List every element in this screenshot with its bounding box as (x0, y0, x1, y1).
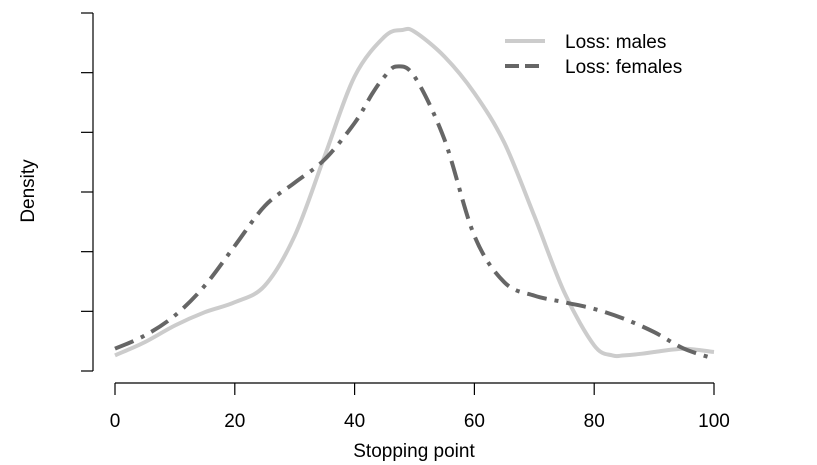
x-tick-label: 20 (224, 411, 245, 432)
series-line-males (114, 26, 715, 359)
legend-label: Loss: females (565, 57, 682, 78)
series-line-females (114, 64, 715, 361)
y-axis (81, 12, 94, 372)
x-axis: 0 20 40 60 80 100 (110, 382, 730, 432)
plot-lines (114, 26, 715, 361)
x-tick-label: 0 (110, 411, 121, 432)
legend: Loss: males Loss: females (505, 32, 682, 78)
x-tick-label: 80 (584, 411, 605, 432)
x-tick-label: 60 (464, 411, 485, 432)
legend-label: Loss: males (565, 32, 666, 53)
x-tick-label: 100 (698, 411, 730, 432)
x-tick-label: 40 (344, 411, 365, 432)
x-axis-label: Stopping point (353, 441, 475, 462)
y-axis-label: Density (18, 159, 39, 223)
